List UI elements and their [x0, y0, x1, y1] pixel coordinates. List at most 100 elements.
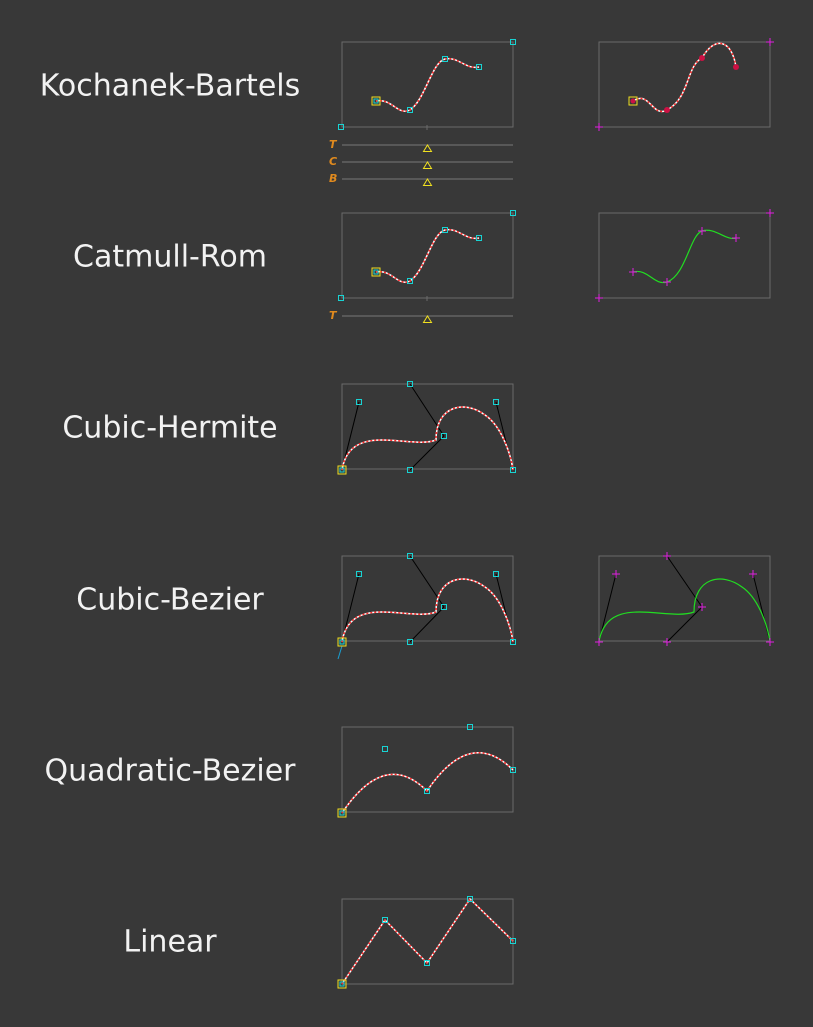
square-handle-icon[interactable]: [424, 788, 430, 794]
plus-marker-icon: [663, 552, 671, 560]
square-handle-icon[interactable]: [424, 960, 430, 966]
slider-bias[interactable]: B: [329, 172, 513, 186]
selected-square-handle-icon[interactable]: [337, 808, 347, 818]
square-handle-icon[interactable]: [510, 210, 516, 216]
cubic-bezier-editor[interactable]: [337, 553, 516, 660]
square-handle-icon[interactable]: [510, 639, 516, 645]
spline-curve-solid: [598, 578, 771, 643]
slider-continuity[interactable]: C: [329, 155, 513, 169]
slider-label-t: T: [329, 138, 338, 151]
editor-frame: [341, 383, 514, 470]
plus-marker-icon: [698, 227, 706, 235]
square-handle-icon[interactable]: [373, 269, 379, 275]
slider-tension-catmull[interactable]: T: [329, 309, 513, 323]
selected-square-handle-icon[interactable]: [337, 637, 347, 647]
square-handle-icon[interactable]: [373, 98, 379, 104]
square-handle-icon[interactable]: [467, 896, 473, 902]
selected-square-handle-icon[interactable]: [371, 267, 381, 277]
slider-tension[interactable]: T: [329, 138, 513, 152]
triangle-knob-icon[interactable]: [422, 144, 433, 152]
label-kochanek-bartels: Kochanek-Bartels: [40, 69, 301, 104]
kochanek-bartels-preview: [595, 38, 774, 131]
square-handle-icon[interactable]: [356, 399, 362, 405]
linear-editor[interactable]: [337, 896, 516, 989]
spline-curve: [632, 42, 737, 113]
tangent-hint: [337, 645, 343, 660]
square-handle-icon[interactable]: [339, 639, 345, 645]
tangent-line: [409, 383, 445, 437]
cubic-bezier-preview: [595, 552, 774, 646]
square-handle-icon[interactable]: [441, 433, 447, 439]
slider-label-b: B: [329, 172, 337, 185]
label-cubic-hermite: Cubic-Hermite: [62, 411, 277, 446]
plus-marker-icon: [766, 38, 774, 46]
spline-curve-bg: [375, 228, 480, 283]
square-handle-icon[interactable]: [407, 639, 413, 645]
square-handle-icon[interactable]: [382, 746, 388, 752]
preview-frame: [598, 212, 771, 299]
label-cubic-bezier: Cubic-Bezier: [76, 583, 264, 618]
square-handle-icon[interactable]: [407, 278, 413, 284]
point-marker: [630, 98, 636, 104]
editor-frame: [341, 726, 514, 813]
plus-marker-icon: [749, 570, 757, 578]
square-handle-icon[interactable]: [510, 767, 516, 773]
preview-frame: [598, 555, 771, 642]
square-handle-icon[interactable]: [510, 938, 516, 944]
editor-frame: [341, 898, 514, 985]
spline-curve: [341, 897, 514, 985]
triangle-knob-icon[interactable]: [422, 315, 433, 323]
selected-square-handle-icon[interactable]: [337, 979, 347, 989]
square-handle-icon[interactable]: [476, 235, 482, 241]
square-handle-icon[interactable]: [338, 124, 344, 130]
square-handle-icon[interactable]: [493, 399, 499, 405]
point-marker: [733, 64, 739, 70]
square-handle-icon[interactable]: [407, 553, 413, 559]
tangent-line: [409, 435, 445, 471]
selected-square-handle-icon[interactable]: [371, 96, 381, 106]
triangle-knob-icon[interactable]: [422, 161, 433, 169]
spline-curve: [341, 406, 514, 471]
square-handle-icon[interactable]: [338, 295, 344, 301]
cubic-hermite-editor[interactable]: [337, 381, 516, 475]
square-handle-icon[interactable]: [493, 571, 499, 577]
selected-square-handle-icon[interactable]: [337, 465, 347, 475]
plus-marker-icon: [595, 123, 603, 131]
editor-frame: [341, 555, 514, 642]
plus-marker-icon: [595, 294, 603, 302]
square-handle-icon[interactable]: [476, 64, 482, 70]
tangent-line: [666, 555, 703, 608]
catmull-rom-editor[interactable]: [338, 210, 516, 302]
square-handle-icon[interactable]: [407, 381, 413, 387]
catmull-rom-preview: [595, 209, 774, 302]
square-handle-icon[interactable]: [510, 39, 516, 45]
square-handle-icon[interactable]: [356, 571, 362, 577]
spline-curve-bg: [341, 751, 514, 814]
kochanek-bartels-editor[interactable]: [338, 39, 516, 131]
square-handle-icon[interactable]: [442, 227, 448, 233]
square-handle-icon[interactable]: [442, 56, 448, 62]
square-handle-icon[interactable]: [407, 467, 413, 473]
square-handle-icon[interactable]: [407, 107, 413, 113]
spline-curve-bg: [341, 578, 514, 643]
square-handle-icon[interactable]: [339, 810, 345, 816]
selected-square-handle-icon: [628, 96, 638, 106]
plus-marker-icon: [766, 638, 774, 646]
point-marker: [699, 55, 705, 61]
spline-curve-bg: [375, 57, 480, 112]
square-handle-icon[interactable]: [382, 917, 388, 923]
quadratic-bezier-editor[interactable]: [337, 724, 516, 818]
square-handle-icon[interactable]: [339, 981, 345, 987]
square-handle-icon[interactable]: [441, 604, 447, 610]
spline-curve-solid: [632, 229, 737, 284]
square-handle-icon[interactable]: [339, 467, 345, 473]
plus-marker-icon: [595, 638, 603, 646]
square-handle-icon[interactable]: [467, 724, 473, 730]
square-handle-icon[interactable]: [510, 467, 516, 473]
tcb-sliders: T C B: [329, 138, 513, 186]
plus-marker-icon: [732, 234, 740, 242]
tangent-line: [666, 606, 703, 643]
triangle-knob-icon[interactable]: [422, 178, 433, 186]
slider-label-t: T: [329, 309, 338, 322]
